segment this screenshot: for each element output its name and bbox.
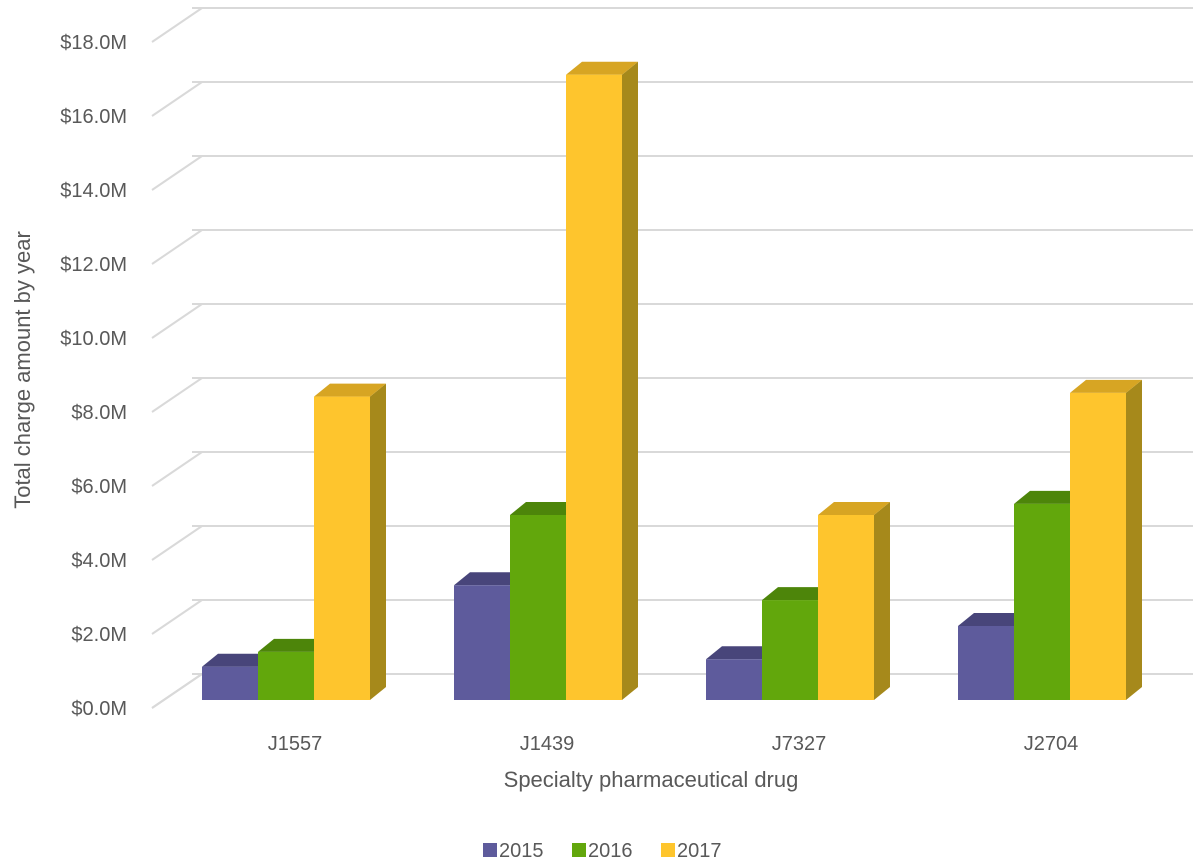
bar-top — [202, 653, 274, 667]
legend-label-2017: 2017 — [677, 840, 722, 861]
bar-top — [1070, 379, 1142, 393]
gridline-diagonal — [151, 303, 203, 339]
bar-face — [958, 626, 1014, 700]
bar-face — [258, 651, 314, 700]
x-tick-label: J1557 — [268, 733, 323, 755]
x-tick-label: J1439 — [520, 733, 575, 755]
floor-edge — [151, 673, 203, 709]
gridline-diagonal — [151, 155, 203, 191]
bar-top — [510, 502, 582, 515]
legend: 2015 2016 2017 — [483, 840, 722, 861]
gridline-diagonal — [151, 451, 203, 487]
x-tick-label: J7327 — [772, 733, 827, 755]
bar-face — [202, 666, 258, 700]
bar-side — [874, 502, 890, 700]
bar-top — [566, 61, 638, 75]
legend-swatch-2015 — [483, 843, 497, 857]
y-tick-label: $0.0M — [71, 698, 127, 720]
bar-top — [314, 383, 386, 397]
bar-face — [510, 515, 566, 700]
bar-face — [566, 74, 622, 700]
bar-top — [454, 572, 526, 586]
bar-2017-J2704 — [1070, 379, 1142, 700]
y-tick-label: $4.0M — [71, 550, 127, 572]
y-axis-ticks: $0.0M $2.0M $4.0M $6.0M $8.0M $10.0M $12.0M $14… — [60, 32, 127, 720]
gridline-diagonal — [151, 525, 203, 561]
bar-face — [1070, 392, 1126, 700]
y-tick-label: $2.0M — [71, 624, 127, 646]
bar-side — [622, 61, 638, 700]
bar-top — [958, 613, 1030, 626]
x-tick-label: J2704 — [1024, 733, 1079, 755]
legend-swatch-2016 — [572, 843, 586, 857]
y-tick-label: $8.0M — [71, 402, 127, 424]
gridline-diagonal — [151, 377, 203, 413]
y-axis-title: Total charge amount by year — [10, 231, 35, 509]
bar-top — [706, 646, 778, 660]
legend-swatch-2017 — [661, 843, 675, 857]
bar-face — [454, 585, 510, 700]
bar-face — [1014, 503, 1070, 700]
gridline-diagonal — [151, 81, 203, 117]
bar-side — [370, 383, 386, 700]
bar-side — [1126, 379, 1142, 700]
bars — [202, 61, 1142, 700]
bar-face — [706, 659, 762, 700]
gridline-diagonal — [151, 599, 203, 635]
y-tick-label: $18.0M — [60, 32, 127, 54]
bar-face — [762, 600, 818, 700]
bar-2017-J1439 — [566, 61, 638, 700]
bar-top — [1014, 490, 1086, 504]
y-tick-label: $16.0M — [60, 106, 127, 128]
bar-face — [314, 396, 370, 700]
y-tick-label: $6.0M — [71, 476, 127, 498]
legend-label-2016: 2016 — [588, 840, 633, 861]
x-axis-title: Specialty pharmaceutical drug — [504, 767, 799, 792]
bar-top — [762, 587, 834, 601]
x-axis-ticks: J1557 J1439 J7327 J2704 — [268, 733, 1079, 755]
y-tick-label: $14.0M — [60, 180, 127, 202]
y-tick-label: $10.0M — [60, 328, 127, 350]
y-tick-label: $12.0M — [60, 254, 127, 276]
gridline-diagonal — [151, 229, 203, 265]
bar-2017-J7327 — [818, 502, 890, 700]
gridline-diagonal — [151, 7, 203, 43]
legend-label-2015: 2015 — [499, 840, 544, 861]
bar-2017-J1557 — [314, 383, 386, 700]
bar-top — [258, 638, 330, 652]
bar-top — [818, 502, 890, 515]
bar-face — [818, 515, 874, 700]
